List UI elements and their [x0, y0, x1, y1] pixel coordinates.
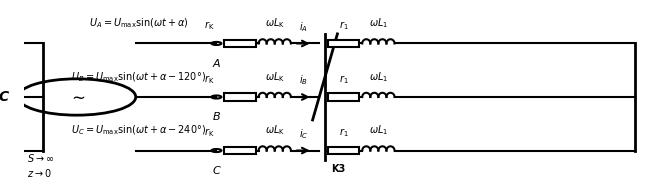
Text: $r_1$: $r_1$ [339, 126, 348, 139]
Text: $U_C=U_{\mathrm{max}}\sin(\omega t+\alpha-240°)$: $U_C=U_{\mathrm{max}}\sin(\omega t+\alph… [71, 124, 206, 137]
Text: $r_{\mathrm{K}}$: $r_{\mathrm{K}}$ [203, 126, 214, 139]
Text: $\omega L_1$: $\omega L_1$ [369, 16, 388, 30]
Text: $\omega L_1$: $\omega L_1$ [369, 70, 388, 84]
Bar [224, 147, 256, 154]
Text: $U_B=U_{\mathrm{max}}\sin(\omega t+\alpha-120°)$: $U_B=U_{\mathrm{max}}\sin(\omega t+\alph… [71, 70, 206, 84]
Bar [328, 93, 359, 101]
Text: C: C [213, 166, 220, 176]
Text: $S\to\infty$: $S\to\infty$ [27, 152, 54, 164]
Text: $\omega L_{\mathrm{K}}$: $\omega L_{\mathrm{K}}$ [265, 70, 285, 84]
Text: $\omega L_{\mathrm{K}}$: $\omega L_{\mathrm{K}}$ [265, 123, 285, 137]
Text: K3: K3 [331, 164, 346, 174]
Text: C: C [0, 90, 8, 104]
Bar [224, 40, 256, 47]
Text: $\omega L_{\mathrm{K}}$: $\omega L_{\mathrm{K}}$ [265, 16, 285, 30]
Text: $z\to 0$: $z\to 0$ [27, 167, 52, 179]
Bar [328, 147, 359, 154]
Text: $i_C$: $i_C$ [298, 127, 308, 141]
Text: $r_1$: $r_1$ [339, 73, 348, 86]
Text: $i_A$: $i_A$ [299, 20, 307, 34]
Text: $i_B$: $i_B$ [299, 74, 307, 87]
Text: $r_{\mathrm{K}}$: $r_{\mathrm{K}}$ [203, 73, 214, 86]
Text: $r_{\mathrm{K}}$: $r_{\mathrm{K}}$ [203, 19, 214, 32]
Text: $\omega L_1$: $\omega L_1$ [369, 123, 388, 137]
Text: $U_A=U_{\mathrm{max}}\sin(\omega t+\alpha)$: $U_A=U_{\mathrm{max}}\sin(\omega t+\alph… [89, 16, 189, 30]
Text: A: A [213, 59, 220, 69]
Text: B: B [213, 112, 220, 122]
Text: $\sim$: $\sim$ [68, 88, 85, 106]
Bar [328, 40, 359, 47]
Bar [224, 93, 256, 101]
Text: $r_1$: $r_1$ [339, 19, 348, 32]
